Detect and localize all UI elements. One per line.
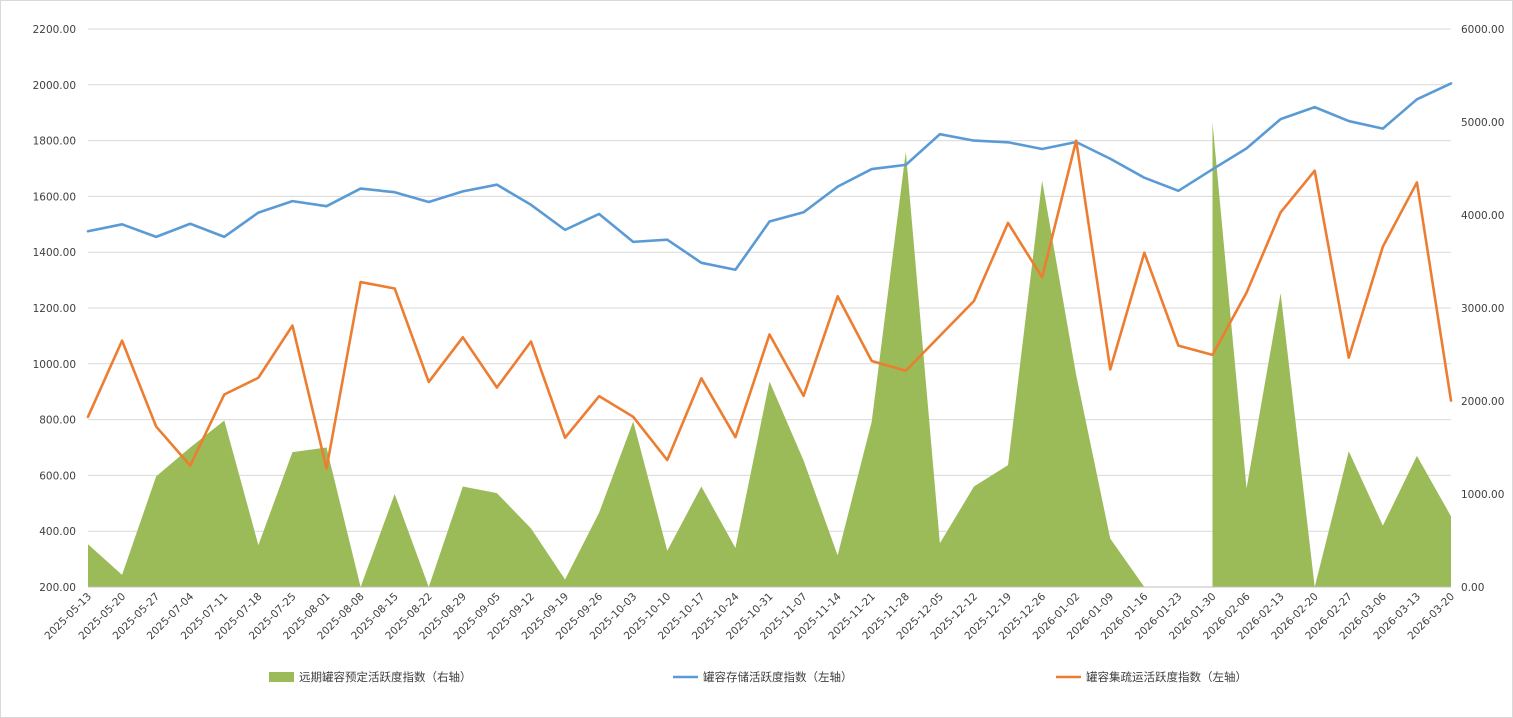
left-tick-label: 1800.00 xyxy=(33,136,76,148)
x-axis-tick-labels: 2025-05-132025-05-202025-05-272025-07-04… xyxy=(42,590,1457,642)
area-series-layer xyxy=(88,122,1451,587)
legend-label: 罐容集疏运活跃度指数（左轴） xyxy=(1086,670,1247,684)
legend-swatch-area xyxy=(269,672,294,682)
right-tick-label: 4000.00 xyxy=(1461,210,1504,222)
right-tick-label: 2000.00 xyxy=(1461,396,1504,408)
left-tick-label: 2000.00 xyxy=(33,80,76,92)
area-series-forward-booking xyxy=(88,151,1145,587)
right-tick-label: 3000.00 xyxy=(1461,303,1504,315)
line-series-storage xyxy=(86,82,1453,272)
area-series-forward-booking xyxy=(1212,122,1451,587)
left-tick-label: 1000.00 xyxy=(33,359,76,371)
left-tick-label: 1400.00 xyxy=(33,247,76,259)
left-tick-label: 600.00 xyxy=(39,470,76,482)
left-tick-label: 2200.00 xyxy=(33,24,76,36)
legend: 远期罐容预定活跃度指数（右轴） 罐容存储活跃度指数（左轴） 罐容集疏运活跃度指数（左… xyxy=(269,670,1247,684)
right-tick-label: 1000.00 xyxy=(1461,489,1504,501)
right-tick-label: 0.00 xyxy=(1461,582,1484,594)
line-series-layer xyxy=(86,82,1453,470)
left-tick-label: 1200.00 xyxy=(33,303,76,315)
left-axis-tick-labels: 200.00 400.00 600.00 800.00 1000.00 1200.00 14… xyxy=(33,24,76,594)
left-tick-label: 1600.00 xyxy=(33,191,76,203)
right-tick-label: 6000.00 xyxy=(1461,24,1504,36)
left-tick-label: 200.00 xyxy=(39,582,76,594)
legend-label: 远期罐容预定活跃度指数（右轴） xyxy=(299,670,472,684)
line-series-transport xyxy=(86,139,1453,470)
right-tick-label: 5000.00 xyxy=(1461,117,1504,129)
left-tick-label: 800.00 xyxy=(39,415,76,427)
right-axis-tick-labels: 0.00 1000.00 2000.00 3000.00 4000.00 5000.00 6… xyxy=(1461,24,1504,594)
legend-label: 罐容存储活跃度指数（左轴） xyxy=(703,670,853,684)
left-tick-label: 400.00 xyxy=(39,526,76,538)
